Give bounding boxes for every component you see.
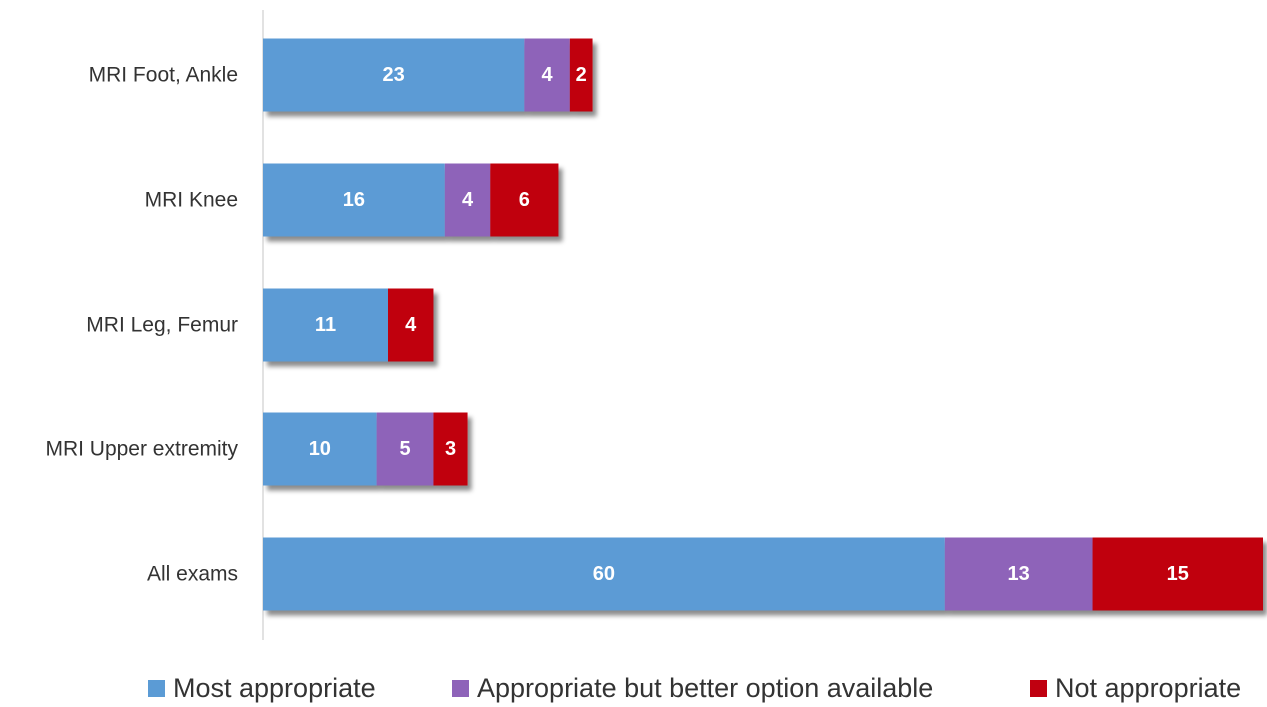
- bar-stack-mri-foot-ankle: [263, 38, 593, 112]
- data-label-most-appropriate-all-exams: 60: [593, 563, 615, 585]
- bar-segment-most-appropriate-mri-leg-femur: [263, 288, 388, 362]
- data-label-not-appropriate-mri-leg-femur: 4: [405, 314, 417, 336]
- data-label-most-appropriate-mri-knee: 16: [343, 189, 365, 211]
- bar-segment-most-appropriate-mri-upper-extremity: [263, 412, 377, 486]
- bar-segment-appropriate-but-better-option-available-mri-foot-ankle: [524, 38, 570, 112]
- data-label-not-appropriate-mri-foot-ankle: 2: [576, 64, 587, 86]
- bars-layer: [263, 38, 1263, 611]
- legend-label: Not appropriate: [1055, 673, 1242, 703]
- bar-segment-appropriate-but-better-option-available-mri-knee: [444, 163, 491, 237]
- data-label-appropriate-but-better-option-available-mri-knee: 4: [462, 189, 474, 211]
- category-label-all-exams: All exams: [147, 563, 238, 586]
- category-label-mri-leg-femur: MRI Leg, Femur: [86, 314, 238, 337]
- data-label-appropriate-but-better-option-available-mri-upper-extremity: 5: [399, 438, 410, 460]
- bar-segment-not-appropriate-mri-foot-ankle: [569, 38, 593, 112]
- bar-segment-not-appropriate-mri-knee: [490, 163, 559, 237]
- category-label-mri-foot-ankle: MRI Foot, Ankle: [89, 64, 238, 87]
- legend-label: Most appropriate: [173, 673, 376, 703]
- bar-segment-not-appropriate-mri-leg-femur: [388, 288, 434, 362]
- bar-segment-not-appropriate-all-exams: [1092, 537, 1263, 611]
- legend-swatch-appropriate-but-better: [452, 680, 469, 697]
- data-label-not-appropriate-mri-upper-extremity: 3: [445, 438, 456, 460]
- bar-segment-not-appropriate-mri-upper-extremity: [433, 412, 468, 486]
- legend-item-most-appropriate: Most appropriate: [148, 670, 376, 707]
- legend-swatch-most-appropriate: [148, 680, 165, 697]
- data-label-not-appropriate-all-exams: 15: [1167, 563, 1189, 585]
- legend-item-appropriate-but-better: Appropriate but better option available: [452, 670, 933, 707]
- bar-stack-all-exams: [263, 537, 1263, 611]
- bar-stack-mri-leg-femur: [263, 288, 434, 362]
- category-label-mri-knee: MRI Knee: [145, 189, 238, 212]
- data-label-most-appropriate-mri-foot-ankle: 23: [383, 64, 405, 86]
- data-label-most-appropriate-mri-leg-femur: 11: [315, 314, 336, 336]
- bar-segment-most-appropriate-mri-foot-ankle: [263, 38, 525, 112]
- data-label-appropriate-but-better-option-available-all-exams: 13: [1008, 563, 1030, 585]
- bar-segment-most-appropriate-all-exams: [263, 537, 945, 611]
- legend: Most appropriate Appropriate but better …: [0, 670, 1267, 707]
- bar-segment-most-appropriate-mri-knee: [263, 163, 445, 237]
- bar-segment-appropriate-but-better-option-available-all-exams: [944, 537, 1093, 611]
- legend-item-not-appropriate: Not appropriate: [1030, 670, 1241, 707]
- bar-stack-mri-knee: [263, 163, 559, 237]
- bar-segment-appropriate-but-better-option-available-mri-upper-extremity: [376, 412, 434, 486]
- bar-stack-mri-upper-extremity: [263, 412, 468, 486]
- data-label-most-appropriate-mri-upper-extremity: 10: [309, 438, 331, 460]
- legend-swatch-not-appropriate: [1030, 680, 1047, 697]
- legend-label: Appropriate but better option available: [477, 673, 934, 703]
- data-label-not-appropriate-mri-knee: 6: [519, 189, 530, 211]
- category-label-mri-upper-extremity: MRI Upper extremity: [45, 438, 238, 461]
- data-label-appropriate-but-better-option-available-mri-foot-ankle: 4: [542, 64, 554, 86]
